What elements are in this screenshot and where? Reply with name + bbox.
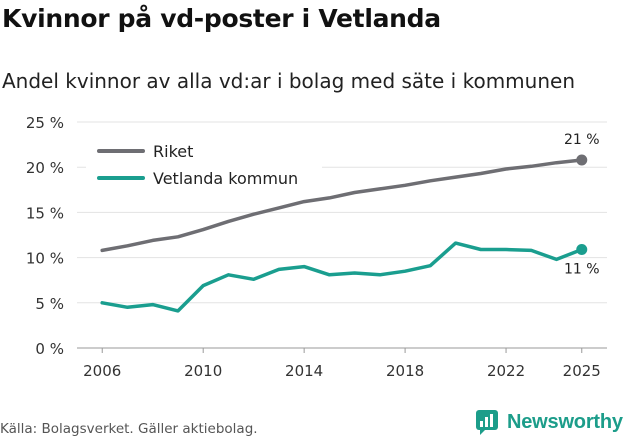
series-line [100,158,584,253]
legend-label: Riket [153,142,193,161]
source-note: Källa: Bolagsverket. Gäller aktiebolag. [0,421,258,437]
legend: Riket Vetlanda kommun [86,135,322,193]
series-line [100,241,584,313]
x-tick-label: 2018 [386,362,424,380]
series-end-label: 11 % [564,261,600,277]
chart-title: Kvinnor på vd-poster i Vetlanda [2,4,441,33]
y-tick-label: 25 % [26,114,64,132]
legend-background [86,135,322,193]
y-tick-label: 5 % [35,295,64,313]
x-tick-label: 2006 [83,362,121,380]
y-tick-label: 0 % [35,340,64,358]
y-axis-ticks: 0 % 5 % 10 % 15 % 20 % 25 % [26,114,64,358]
series-end-label: 21 % [564,132,600,148]
x-tick-label: 2022 [487,362,525,380]
legend-label: Vetlanda kommun [153,169,298,188]
x-axis-ticks: 2006 2010 2014 2018 2022 2025 [83,348,601,380]
y-tick-label: 20 % [26,159,64,177]
newsworthy-logo-icon [476,410,498,435]
series-end-point [576,243,588,255]
x-tick-label: 2010 [184,362,222,380]
chart-subtitle: Andel kvinnor av alla vd:ar i bolag med … [2,69,575,93]
brand-name: Newsworthy [507,410,623,433]
x-tick-label: 2014 [285,362,323,380]
series-lines: 21 % 11 % [100,132,600,313]
x-tick-label: 2025 [563,362,601,380]
y-tick-label: 15 % [26,204,64,222]
newsworthy-brand: Newsworthy [475,409,623,435]
series-end-point [576,154,588,166]
y-tick-label: 10 % [26,250,64,268]
